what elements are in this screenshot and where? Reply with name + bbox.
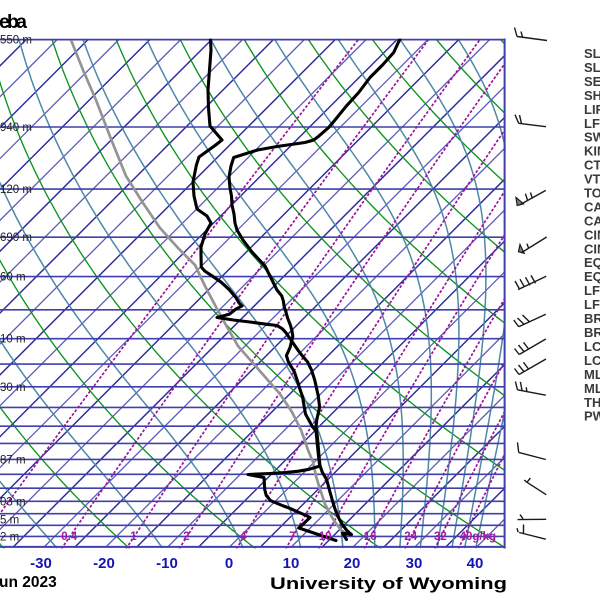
svg-text:un 2023: un 2023 [0, 574, 57, 591]
svg-text:60 m: 60 m [0, 272, 26, 284]
svg-text:CAPV 0.00: CAPV 0.00 [584, 213, 600, 228]
svg-text:CINS 0.00: CINS 0.00 [584, 227, 600, 242]
svg-text:40: 40 [467, 555, 484, 572]
svg-text:BRCH 0.00: BRCH 0.00 [584, 311, 600, 326]
svg-text:University of Wyoming: University of Wyoming [270, 575, 507, 593]
svg-text:0: 0 [225, 555, 233, 572]
svg-text:10: 10 [283, 555, 300, 572]
svg-text:CINV 0.00: CINV 0.00 [584, 241, 600, 256]
svg-text:0.4: 0.4 [61, 531, 78, 543]
svg-text:550 m: 550 m [0, 35, 32, 47]
svg-text:940 m: 940 m [0, 122, 32, 134]
svg-text:30: 30 [406, 555, 423, 572]
svg-text:SELV 35.0: SELV 35.0 [584, 74, 600, 89]
svg-text:eba: eba [0, 11, 27, 33]
svg-text:40g/kg: 40g/kg [460, 531, 496, 543]
svg-text:BRCV 0.00: BRCV 0.00 [584, 325, 600, 340]
svg-text:LCLT 286.6: LCLT 286.6 [584, 339, 600, 354]
svg-text:-10: -10 [156, 555, 178, 572]
svg-text:24: 24 [404, 531, 417, 543]
svg-text:CAPE 0.00: CAPE 0.00 [584, 199, 600, 214]
svg-text:MLMR 10.41: MLMR 10.41 [584, 381, 600, 396]
svg-text:10 m: 10 m [0, 334, 26, 346]
svg-text:EQLV -9999: EQLV -9999 [584, 255, 600, 270]
svg-text:03 m: 03 m [0, 496, 26, 508]
svg-text:SHOW 4.81: SHOW 4.81 [584, 88, 600, 103]
svg-text:690 m: 690 m [0, 232, 32, 244]
svg-text:LFTV 3.25: LFTV 3.25 [584, 116, 600, 131]
svg-text:SLON 34.81: SLON 34.81 [584, 60, 600, 75]
svg-text:20: 20 [344, 555, 361, 572]
svg-text:5 m: 5 m [0, 515, 19, 527]
svg-text:VTOT 24.10: VTOT 24.10 [584, 172, 600, 187]
svg-text:TOTL 40.20: TOTL 40.20 [584, 186, 600, 201]
svg-text:-20: -20 [93, 555, 115, 572]
svg-text:2: 2 [183, 531, 189, 543]
svg-text:PWAT 27.71: PWAT 27.71 [584, 409, 600, 424]
svg-text:THCK 5713.: THCK 5713. [584, 395, 600, 410]
svg-text:-30: -30 [30, 555, 52, 572]
svg-text:87 m: 87 m [0, 454, 26, 466]
svg-text:CTOT 16.10: CTOT 16.10 [584, 158, 600, 173]
svg-text:10: 10 [319, 531, 332, 543]
svg-text:KINX 13.10: KINX 13.10 [584, 144, 600, 159]
svg-text:SWET 115.9: SWET 115.9 [584, 130, 600, 145]
svg-text:120 m: 120 m [0, 184, 32, 196]
svg-text:32: 32 [434, 531, 447, 543]
svg-text:2 m: 2 m [0, 531, 19, 543]
svg-text:1: 1 [130, 531, 137, 543]
svg-text:LFCT -9999: LFCT -9999 [584, 283, 600, 298]
svg-text:16: 16 [364, 531, 377, 543]
svg-text:7: 7 [289, 531, 295, 543]
svg-text:LCLP 878.7: LCLP 878.7 [584, 353, 600, 368]
svg-text:LFCV -9999: LFCV -9999 [584, 297, 600, 312]
svg-text:30 m: 30 m [0, 382, 26, 394]
svg-text:4: 4 [240, 531, 247, 543]
svg-text:SLAT 32.00: SLAT 32.00 [584, 46, 600, 61]
svg-text:LIFT 3.55: LIFT 3.55 [584, 102, 600, 117]
svg-text:EQTV -9999: EQTV -9999 [584, 269, 600, 284]
